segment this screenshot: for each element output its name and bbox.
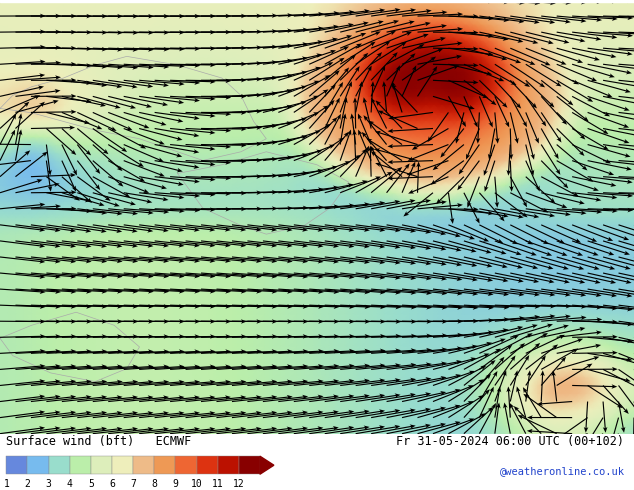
Bar — [239, 456, 260, 474]
Text: 10: 10 — [191, 479, 202, 489]
Text: 7: 7 — [130, 479, 136, 489]
Text: 9: 9 — [172, 479, 178, 489]
Text: 1: 1 — [3, 479, 10, 489]
Text: 3: 3 — [46, 479, 51, 489]
Bar — [49, 456, 70, 474]
Text: 11: 11 — [212, 479, 224, 489]
Bar — [197, 456, 217, 474]
Text: 2: 2 — [25, 479, 30, 489]
Text: Surface wind (bft)   ECMWF: Surface wind (bft) ECMWF — [6, 435, 191, 448]
Text: Fr 31-05-2024 06:00 UTC (00+102): Fr 31-05-2024 06:00 UTC (00+102) — [396, 435, 624, 448]
Bar — [91, 456, 112, 474]
Text: 12: 12 — [233, 479, 245, 489]
Bar — [176, 456, 197, 474]
Bar — [217, 456, 239, 474]
Text: 4: 4 — [67, 479, 73, 489]
Bar — [27, 456, 49, 474]
Text: 6: 6 — [109, 479, 115, 489]
Text: 5: 5 — [88, 479, 94, 489]
Bar — [112, 456, 133, 474]
Text: @weatheronline.co.uk: @weatheronline.co.uk — [500, 466, 624, 476]
Bar — [6, 456, 27, 474]
Bar — [154, 456, 176, 474]
Text: 8: 8 — [152, 479, 157, 489]
Polygon shape — [260, 456, 274, 474]
Bar — [70, 456, 91, 474]
Bar — [133, 456, 154, 474]
Bar — [0, 0, 634, 2]
